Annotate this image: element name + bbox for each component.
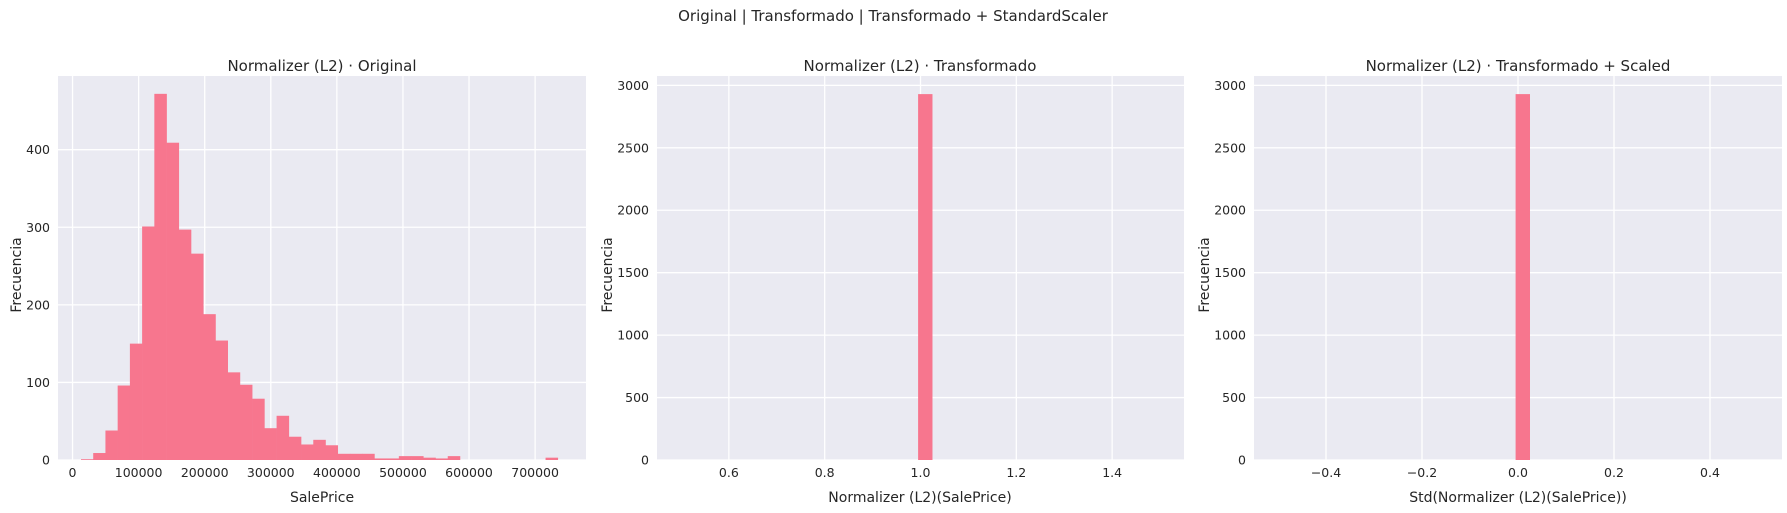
- y-tick-label: 2500: [1214, 140, 1246, 155]
- panel-title: Normalizer (L2) · Original: [227, 57, 416, 75]
- x-tick-label: 0.8: [815, 465, 835, 480]
- histogram-bar: [288, 436, 302, 460]
- histogram-bar: [105, 430, 118, 460]
- panel-title: Normalizer (L2) · Transformado: [804, 57, 1037, 75]
- histogram-bar: [239, 384, 253, 460]
- x-tick-label: 700000: [511, 465, 559, 480]
- x-axis-label: SalePrice: [290, 490, 354, 506]
- y-tick-label: 100: [26, 375, 50, 390]
- y-tick-label: 1500: [617, 265, 649, 280]
- panel-transformado: 0.6 0.8 1.0 1.2 1.4050010001500200025003000 …: [600, 57, 1184, 506]
- x-tick-label: 0.2: [1604, 465, 1624, 480]
- y-tick-label: 2000: [617, 203, 649, 218]
- y-tick-label: 200: [26, 297, 50, 312]
- histogram-bar: [154, 93, 167, 461]
- y-tick-label: 2000: [1214, 203, 1246, 218]
- histogram-bar: [142, 226, 155, 460]
- x-axis-label: Std(Normalizer (L2)(SalePrice)): [1409, 490, 1627, 506]
- histogram-bar: [337, 453, 351, 460]
- y-tick-label: 400: [26, 142, 50, 157]
- histogram-bar: [166, 142, 180, 460]
- grid: [1254, 76, 1782, 461]
- x-tick-label: 300000: [247, 465, 295, 480]
- y-tick-label: 1000: [617, 328, 649, 343]
- y-axis-label: Frecuencia: [600, 237, 616, 312]
- x-tick-label: 0.0: [1508, 465, 1528, 480]
- panel-title: Normalizer (L2) · Transformado + Scaled: [1366, 57, 1671, 75]
- histogram-bar: [80, 459, 94, 460]
- histogram-bar: [918, 94, 933, 461]
- x-tick-label: 1.2: [1006, 465, 1026, 480]
- histogram-bar: [374, 458, 387, 460]
- panel-transformado-scaled: −0.4 −0.2 0.0 0.2 0.4 0 500 1000 1500 2000 2500 300…: [1197, 57, 1782, 506]
- tick-labels: −0.4 −0.2 0.0 0.2 0.4 0 500 1000 1500 2000 2500 300…: [1214, 78, 1720, 480]
- histogram-bar: [264, 428, 277, 460]
- histogram-bar: [398, 456, 412, 460]
- histogram-bar: [313, 439, 326, 460]
- y-tick-label: 0: [42, 453, 50, 468]
- x-tick-label: 200000: [181, 465, 229, 480]
- histogram-bars: [918, 94, 933, 461]
- histogram-bar: [117, 385, 131, 460]
- tick-labels: 0.6 0.8 1.0 1.2 1.4 0 500 1000 1500 2000 2500 3000: [617, 78, 1122, 480]
- y-axis-label: Frecuencia: [9, 237, 25, 312]
- y-tick-label: 1000: [1214, 328, 1246, 343]
- histogram-bar: [447, 456, 461, 460]
- histogram-bar: [362, 453, 375, 460]
- figure-suptitle: Original | Transformado | Transformado +…: [678, 7, 1109, 25]
- y-tick-label: 500: [625, 390, 649, 405]
- histogram-bar: [411, 456, 424, 460]
- x-tick-label: −0.4: [1311, 465, 1341, 480]
- histogram-bar: [215, 340, 228, 460]
- histogram-bar: [349, 453, 363, 460]
- histogram-bar: [178, 229, 192, 460]
- y-tick-label: 3000: [1214, 78, 1246, 93]
- x-tick-label: 1.4: [1102, 465, 1122, 480]
- y-tick-label: 500: [1222, 390, 1246, 405]
- histogram-bar: [545, 457, 559, 460]
- x-tick-label: 500000: [379, 465, 427, 480]
- tick-labels: 0 100000 200000 300000 400000 500000 600000 700…: [26, 142, 559, 480]
- histogram-bar: [301, 444, 314, 460]
- histogram-bar: [93, 453, 106, 460]
- histogram-bar: [1515, 94, 1530, 461]
- histogram-bar: [435, 458, 449, 460]
- x-tick-label: 0.4: [1700, 465, 1720, 480]
- histogram-bar: [252, 398, 265, 460]
- x-tick-label: 0: [69, 465, 77, 480]
- x-tick-label: 1.0: [911, 465, 931, 480]
- histogram-bar: [423, 457, 436, 460]
- y-axis-label: Frecuencia: [1197, 237, 1213, 312]
- y-tick-label: 300: [26, 220, 50, 235]
- x-tick-label: 100000: [115, 465, 163, 480]
- y-tick-label: 2500: [617, 140, 649, 155]
- histogram-bar: [276, 415, 290, 460]
- histogram-bar: [203, 314, 216, 460]
- histogram-bar: [129, 343, 143, 460]
- histogram-bars: [1515, 94, 1530, 461]
- histogram-bar: [191, 253, 204, 460]
- y-tick-label: 0: [641, 453, 649, 468]
- y-tick-label: 1500: [1214, 265, 1246, 280]
- x-tick-label: −0.2: [1407, 465, 1437, 480]
- y-tick-label: 0: [1238, 453, 1246, 468]
- histogram-bars: [80, 93, 559, 461]
- x-tick-label: 0.6: [719, 465, 739, 480]
- x-tick-label: 600000: [445, 465, 493, 480]
- histogram-bar: [227, 372, 241, 460]
- y-tick-label: 3000: [617, 78, 649, 93]
- panel-original: 0 100000 200000 300000 400000 500000 600000 700…: [9, 57, 586, 506]
- x-axis-label: Normalizer (L2)(SalePrice): [828, 490, 1011, 506]
- x-tick-label: 400000: [313, 465, 361, 480]
- histogram-bar: [325, 445, 339, 460]
- histogram-bar: [386, 458, 400, 460]
